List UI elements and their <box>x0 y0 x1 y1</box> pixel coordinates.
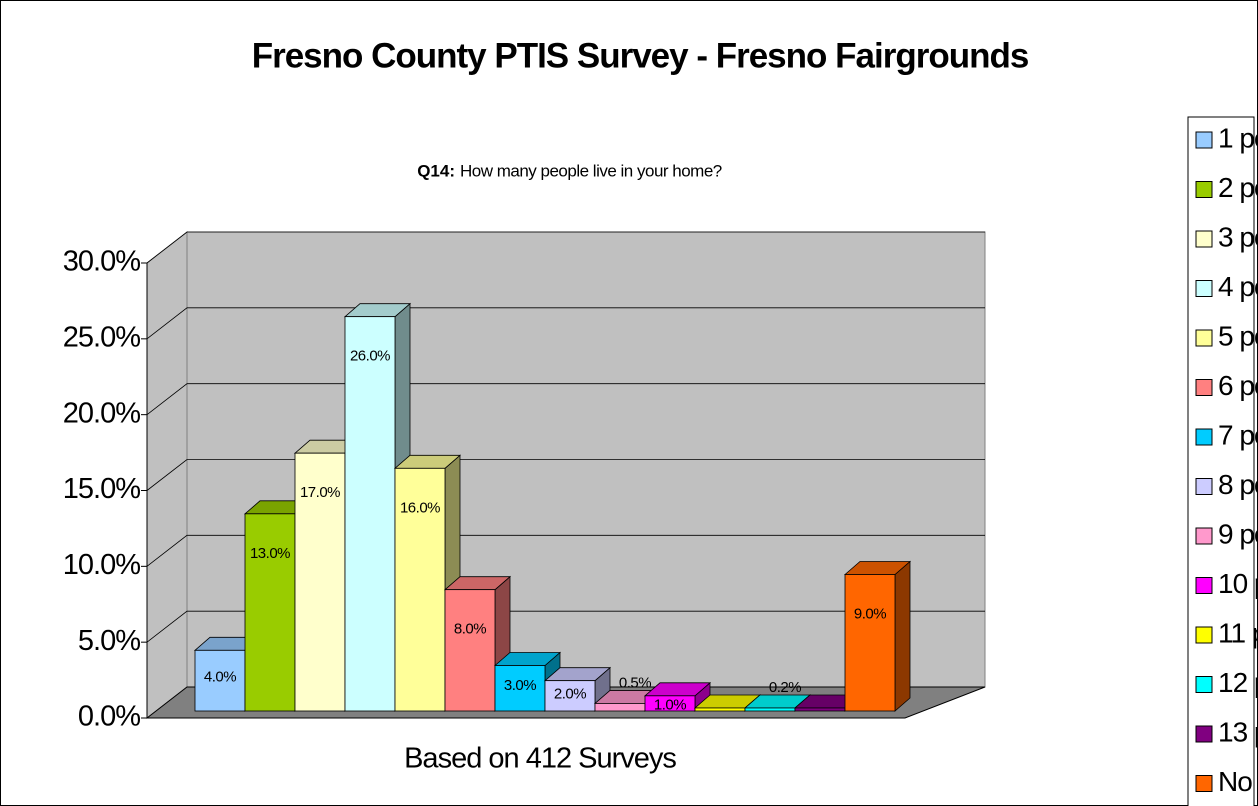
legend-swatch <box>1195 230 1213 248</box>
bar <box>394 467 446 712</box>
x-axis-label: Based on 412 Surveys <box>404 743 676 775</box>
data-label: 2.0% <box>554 685 586 702</box>
data-label: 0.5% <box>619 674 651 691</box>
legend-swatch <box>1195 626 1213 644</box>
legend-label: 3 people <box>1218 221 1258 252</box>
legend-swatch <box>1195 280 1213 297</box>
legend-label: 2 people <box>1218 172 1258 203</box>
chart-title: Fresno County PTIS Survey - Fresno Fairg… <box>252 36 1029 75</box>
bar <box>844 574 896 712</box>
legend-swatch <box>1195 676 1213 693</box>
bar <box>244 513 296 712</box>
grid-line <box>146 534 985 567</box>
bar <box>444 589 496 712</box>
bar <box>794 707 846 712</box>
y-tick-label: 30.0% <box>63 246 140 278</box>
bar-side <box>894 560 911 712</box>
legend-label: No Response <box>1218 766 1258 797</box>
bar <box>494 665 546 712</box>
legend-label: 6 people <box>1218 370 1258 401</box>
data-label: 17.0% <box>300 484 340 501</box>
y-tick-label: 20.0% <box>63 397 140 429</box>
bar-group <box>843 560 912 712</box>
grid-line <box>146 459 985 491</box>
data-label: 3.0% <box>504 677 536 694</box>
legend-label: 13 people <box>1218 716 1258 747</box>
legend-swatch <box>1195 131 1213 149</box>
bar <box>544 680 596 712</box>
legend-swatch <box>1195 329 1213 347</box>
data-label: 1.0% <box>654 696 686 713</box>
data-label: 26.0% <box>350 348 390 365</box>
legend-swatch <box>1195 725 1213 743</box>
grid-line <box>146 307 985 340</box>
legend-swatch <box>1195 775 1213 792</box>
data-label: 0.2% <box>769 679 801 696</box>
legend-label: 4 people <box>1218 271 1258 302</box>
grid-line <box>146 383 985 415</box>
data-label: 9.0% <box>854 605 886 622</box>
legend-label: 1 person <box>1218 122 1258 153</box>
legend-label: 8 people <box>1218 469 1258 500</box>
y-tick-label: 15.0% <box>63 473 140 505</box>
y-tick-label: 25.0% <box>63 321 140 353</box>
subtitle: How many people live in your home? <box>460 161 722 180</box>
bar-group <box>393 454 462 712</box>
legend-swatch <box>1195 379 1213 396</box>
legend-label: 10 people <box>1218 568 1258 599</box>
legend-swatch <box>1195 181 1213 198</box>
y-tick-label: 0.0% <box>78 701 140 733</box>
data-label: 16.0% <box>400 499 440 516</box>
legend-box <box>1187 116 1255 806</box>
y-tick-label: 5.0% <box>78 625 140 657</box>
legend-swatch <box>1195 527 1213 545</box>
subtitle-label: Q14: <box>417 161 455 180</box>
data-label: 4.0% <box>204 669 236 686</box>
bar <box>644 695 696 712</box>
bar <box>344 316 396 712</box>
grid-line <box>146 610 985 643</box>
legend-label: 9 people <box>1218 518 1258 549</box>
legend-swatch <box>1195 478 1213 495</box>
legend-label: 11 people <box>1218 617 1258 648</box>
bar <box>194 649 246 712</box>
data-label: 13.0% <box>250 545 290 562</box>
legend-swatch <box>1195 428 1213 446</box>
bar <box>594 703 646 712</box>
legend-label: 7 people <box>1218 419 1258 450</box>
bar <box>294 452 346 712</box>
data-label: 8.0% <box>454 621 486 638</box>
bar <box>694 707 746 712</box>
y-tick-label: 10.0% <box>63 549 140 581</box>
legend-label: 5 people <box>1218 320 1258 351</box>
legend-label: 12 people <box>1218 667 1258 698</box>
grid-line <box>146 231 985 264</box>
bar-group <box>643 681 712 712</box>
bar <box>744 707 796 712</box>
legend-swatch <box>1195 577 1213 594</box>
